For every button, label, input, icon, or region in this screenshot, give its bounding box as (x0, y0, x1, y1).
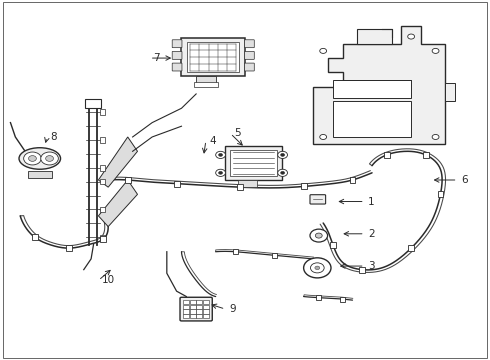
FancyBboxPatch shape (100, 179, 105, 184)
FancyBboxPatch shape (187, 42, 239, 72)
FancyBboxPatch shape (194, 82, 218, 87)
Circle shape (216, 169, 225, 176)
FancyBboxPatch shape (32, 234, 38, 240)
FancyBboxPatch shape (183, 314, 189, 319)
FancyBboxPatch shape (333, 101, 411, 137)
FancyBboxPatch shape (301, 184, 307, 189)
FancyBboxPatch shape (125, 177, 131, 183)
FancyBboxPatch shape (100, 137, 105, 143)
FancyBboxPatch shape (196, 305, 202, 309)
FancyBboxPatch shape (272, 253, 277, 258)
Circle shape (219, 153, 222, 156)
Polygon shape (98, 180, 138, 226)
FancyBboxPatch shape (245, 63, 254, 71)
Text: 5: 5 (234, 129, 241, 138)
FancyBboxPatch shape (340, 297, 345, 302)
FancyBboxPatch shape (180, 297, 212, 321)
Circle shape (28, 156, 36, 161)
FancyBboxPatch shape (349, 177, 355, 183)
FancyBboxPatch shape (196, 309, 202, 314)
Text: 1: 1 (368, 197, 375, 207)
FancyBboxPatch shape (190, 314, 196, 319)
FancyBboxPatch shape (100, 165, 105, 171)
FancyBboxPatch shape (172, 51, 182, 59)
FancyBboxPatch shape (333, 80, 411, 98)
Circle shape (278, 169, 288, 176)
Polygon shape (314, 26, 445, 144)
Text: 6: 6 (461, 175, 467, 185)
Text: 7: 7 (153, 53, 160, 63)
FancyBboxPatch shape (359, 267, 365, 273)
FancyBboxPatch shape (408, 245, 414, 251)
FancyBboxPatch shape (27, 171, 52, 178)
FancyBboxPatch shape (172, 40, 182, 48)
FancyBboxPatch shape (196, 300, 202, 304)
FancyBboxPatch shape (310, 195, 326, 204)
Circle shape (41, 152, 58, 165)
FancyBboxPatch shape (196, 314, 202, 319)
FancyBboxPatch shape (190, 300, 196, 304)
Circle shape (281, 171, 285, 174)
Ellipse shape (19, 148, 61, 169)
FancyBboxPatch shape (66, 245, 72, 251)
FancyBboxPatch shape (183, 300, 189, 304)
FancyBboxPatch shape (203, 305, 209, 309)
FancyBboxPatch shape (85, 99, 101, 108)
Text: 10: 10 (102, 275, 115, 285)
Text: 3: 3 (368, 261, 375, 271)
FancyBboxPatch shape (237, 184, 243, 190)
Circle shape (46, 156, 53, 161)
Text: 4: 4 (209, 136, 216, 145)
FancyBboxPatch shape (190, 305, 196, 309)
Text: 8: 8 (50, 132, 57, 142)
FancyBboxPatch shape (384, 152, 390, 158)
FancyBboxPatch shape (225, 146, 282, 180)
Circle shape (304, 258, 331, 278)
Circle shape (310, 229, 328, 242)
FancyBboxPatch shape (438, 191, 443, 197)
FancyBboxPatch shape (183, 309, 189, 314)
FancyBboxPatch shape (203, 314, 209, 319)
FancyBboxPatch shape (445, 83, 455, 101)
FancyBboxPatch shape (330, 242, 336, 248)
Circle shape (315, 266, 320, 270)
Circle shape (24, 152, 41, 165)
FancyBboxPatch shape (203, 309, 209, 314)
FancyBboxPatch shape (173, 181, 179, 186)
FancyBboxPatch shape (100, 236, 106, 242)
FancyBboxPatch shape (100, 234, 105, 240)
FancyBboxPatch shape (423, 152, 429, 158)
Polygon shape (98, 137, 138, 187)
Text: 2: 2 (368, 229, 375, 239)
Circle shape (320, 48, 327, 53)
FancyBboxPatch shape (245, 40, 254, 48)
FancyBboxPatch shape (172, 63, 182, 71)
FancyBboxPatch shape (245, 51, 254, 59)
FancyBboxPatch shape (233, 249, 238, 254)
FancyBboxPatch shape (357, 30, 392, 44)
FancyBboxPatch shape (316, 295, 321, 300)
Circle shape (316, 233, 322, 238)
FancyBboxPatch shape (181, 39, 245, 76)
Text: 9: 9 (229, 304, 236, 314)
Circle shape (320, 134, 327, 139)
FancyBboxPatch shape (238, 180, 257, 187)
FancyBboxPatch shape (183, 305, 189, 309)
FancyBboxPatch shape (203, 300, 209, 304)
FancyBboxPatch shape (230, 149, 277, 176)
Circle shape (281, 153, 285, 156)
Circle shape (432, 48, 439, 53)
Circle shape (216, 151, 225, 158)
Circle shape (278, 151, 288, 158)
Circle shape (219, 171, 222, 174)
Circle shape (311, 263, 324, 273)
FancyBboxPatch shape (100, 109, 105, 115)
FancyBboxPatch shape (196, 76, 216, 84)
FancyBboxPatch shape (100, 207, 105, 212)
FancyBboxPatch shape (190, 309, 196, 314)
Circle shape (408, 34, 415, 39)
Circle shape (432, 134, 439, 139)
